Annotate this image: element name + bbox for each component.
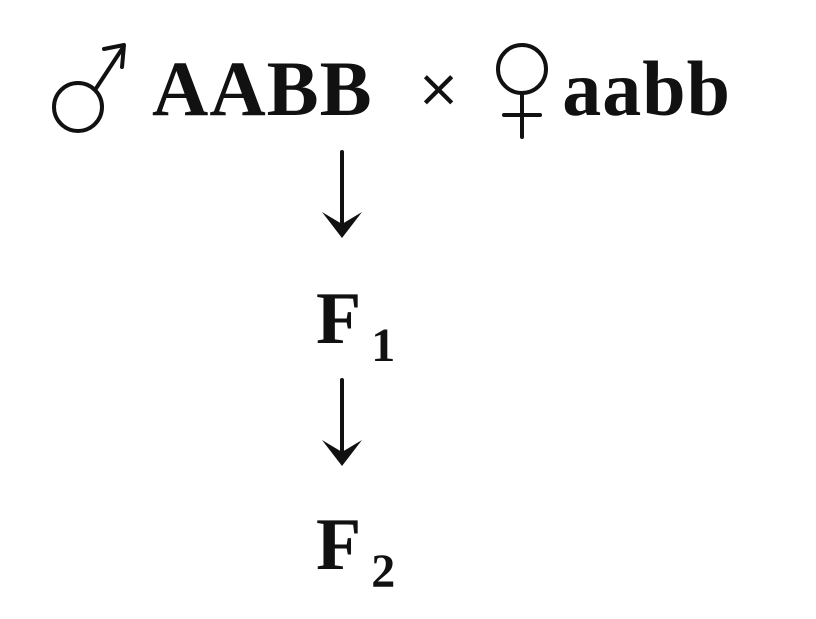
down-arrow-icon <box>316 378 368 468</box>
male-genotype: AABB <box>152 45 373 132</box>
generation-letter: F <box>316 504 362 586</box>
male-symbol-icon <box>48 39 134 139</box>
female-symbol-icon <box>486 35 558 143</box>
generation-subscript: 1 <box>371 319 396 372</box>
down-arrow-icon <box>316 150 368 240</box>
cross-sign: × <box>416 59 461 119</box>
generation-letter: F <box>316 278 362 360</box>
generation-subscript: 2 <box>371 545 396 598</box>
female-genotype: aabb <box>562 45 732 132</box>
parental-cross: AABB × aabb <box>48 34 731 144</box>
